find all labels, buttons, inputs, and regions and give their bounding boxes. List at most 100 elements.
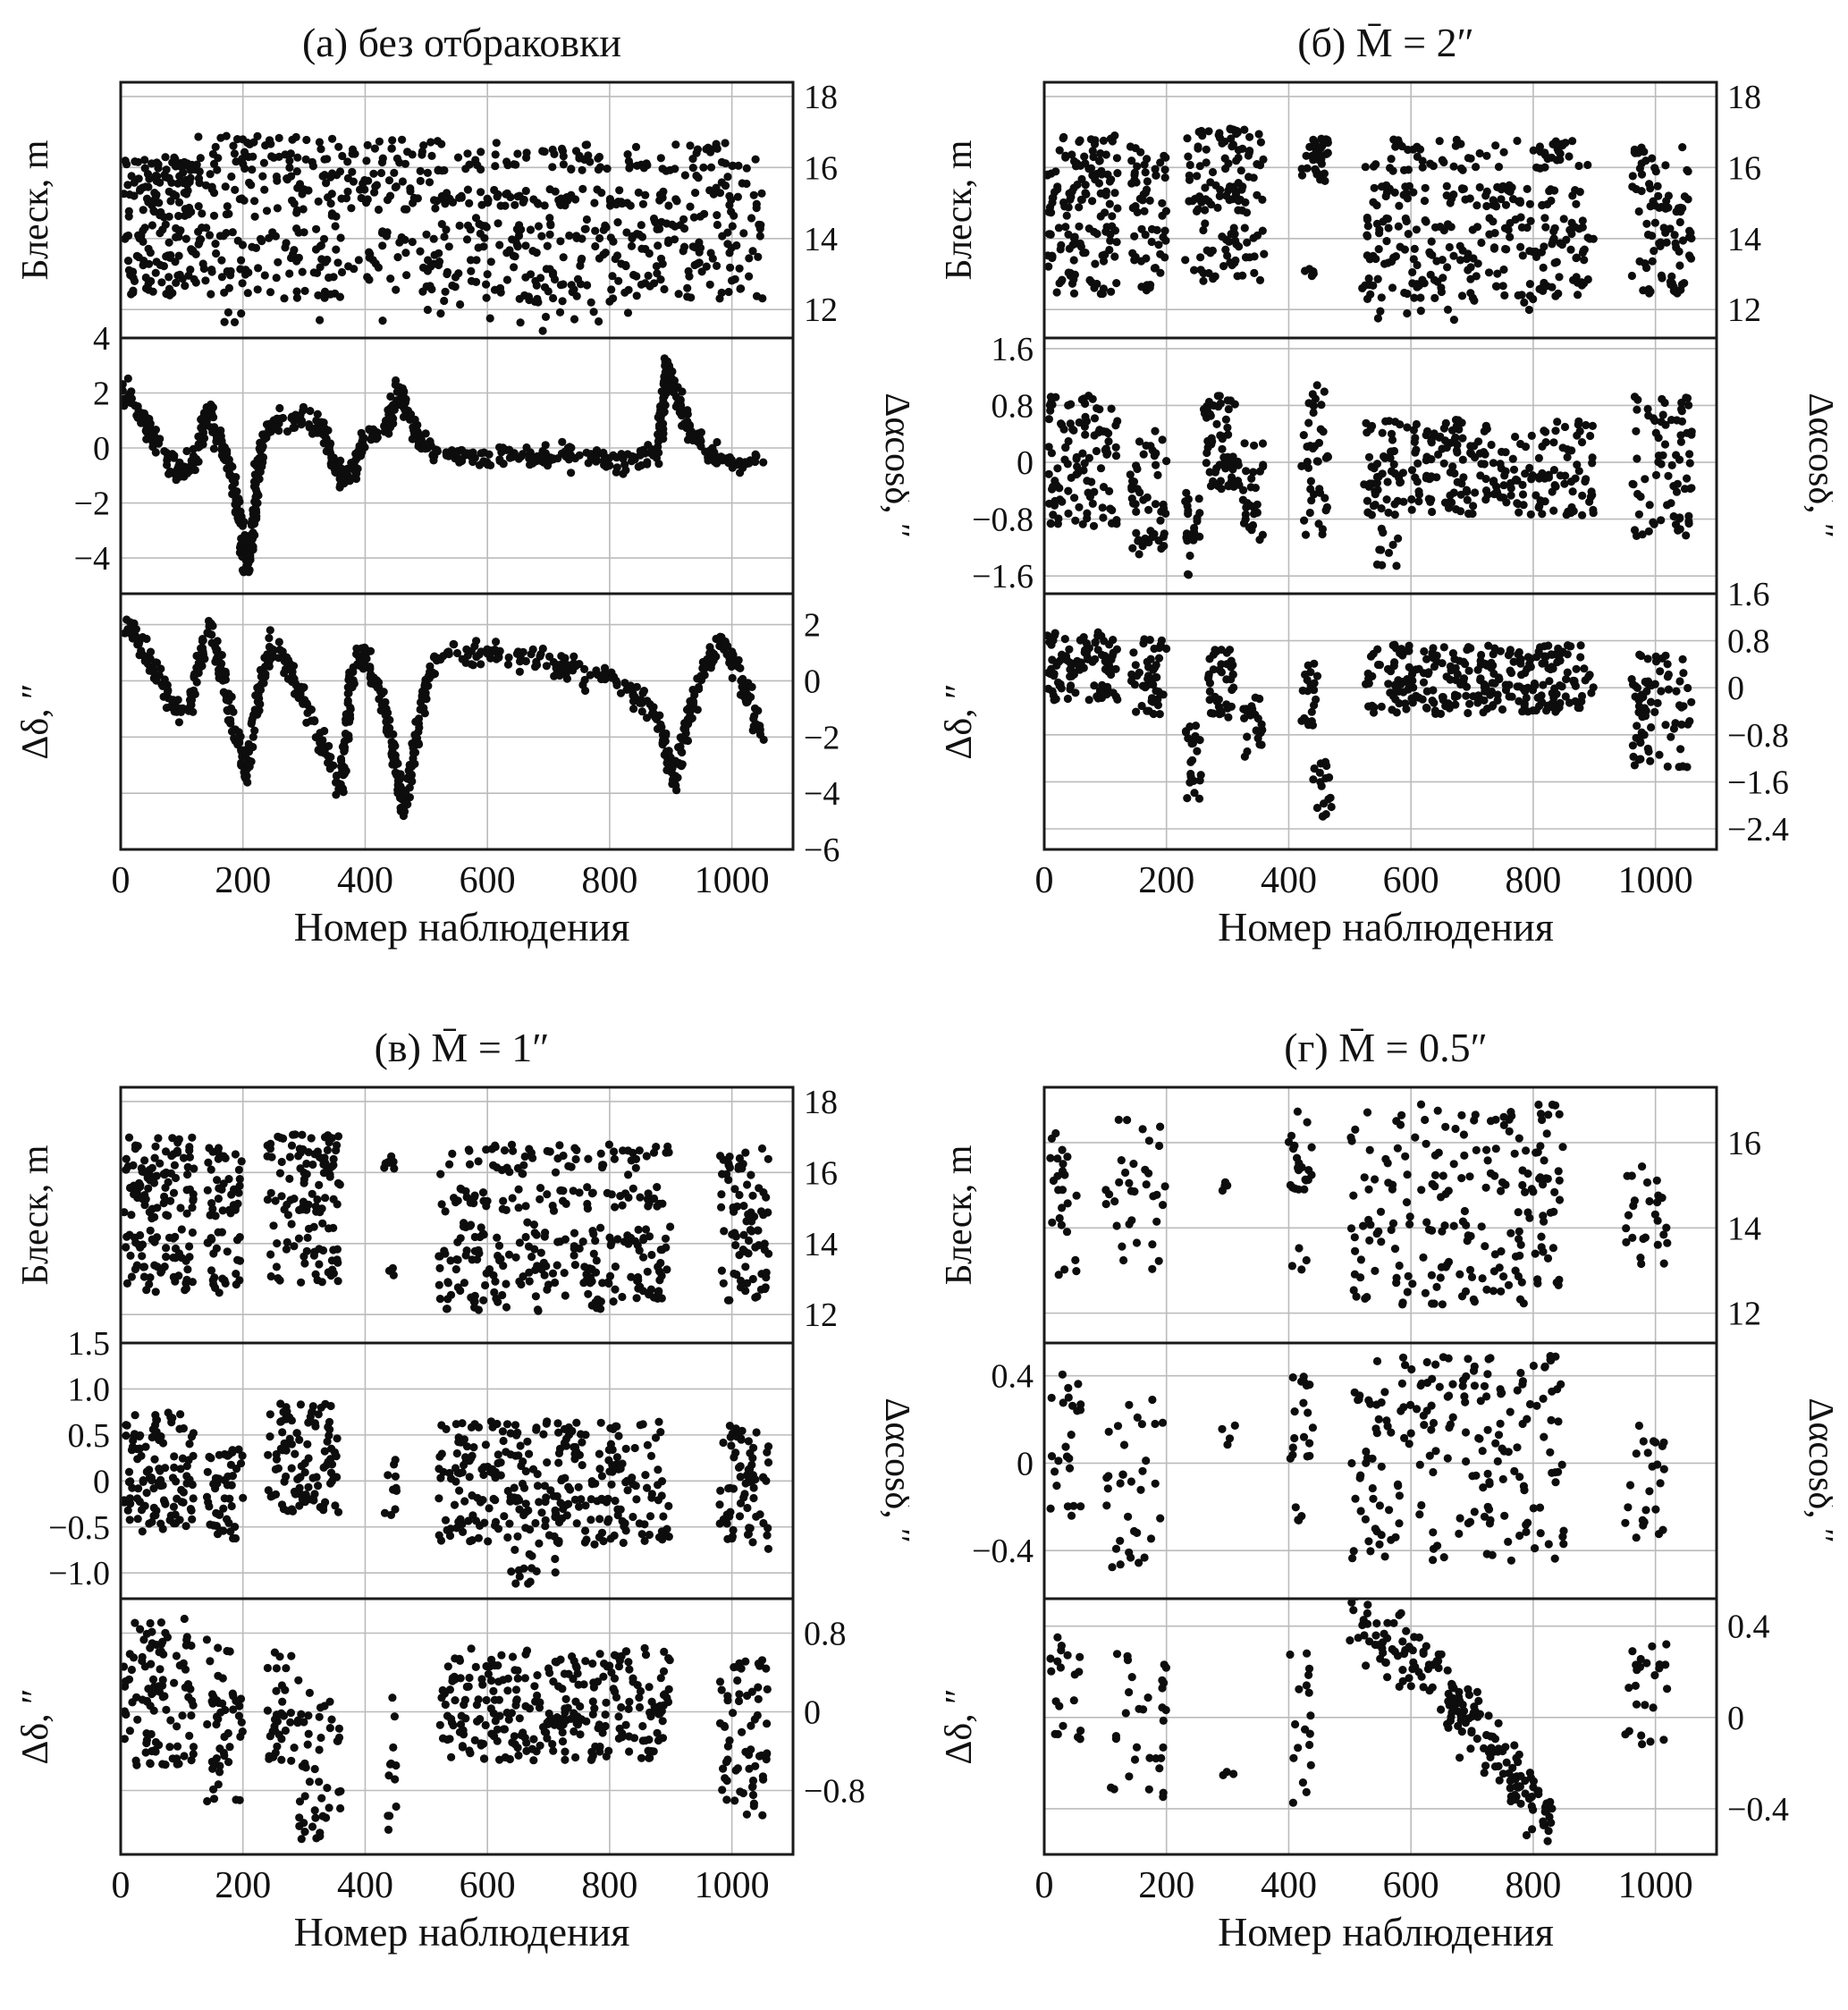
y-axis-label: Блеск, m (15, 139, 56, 280)
y-tick-label: −1.6 (1727, 764, 1789, 801)
x-tick-label: 0 (111, 860, 130, 901)
y-tick-label: 0 (804, 663, 821, 700)
x-tick-label: 400 (1261, 1865, 1317, 1906)
x-tick-label: 1000 (694, 1865, 769, 1906)
y-tick-label: 0 (1017, 444, 1034, 482)
panel-g-plot: 16 14 12 Блеск, m 0.4 0 −0.4 Δαcosδ, ″ 0.4 0 −0.4 Δ… (939, 1085, 1833, 1906)
x-tick-label: 1000 (1618, 1865, 1693, 1906)
x-tick-label: 600 (459, 1865, 515, 1906)
x-tick-label: 200 (215, 1865, 271, 1906)
y-tick-label: 0 (1727, 1700, 1744, 1737)
panel-g-x-axis-label: Номер наблюдения (1218, 1909, 1554, 1955)
panel-g-title: (г) M̄ = 0.5″ (1284, 1024, 1488, 1070)
panel-b-title: (б) M̄ = 2″ (1297, 19, 1474, 65)
subplot-1-points (120, 131, 766, 335)
y-tick-label: 12 (1727, 1296, 1761, 1333)
y-tick-label: −6 (804, 832, 840, 869)
x-tick-label: 400 (336, 860, 392, 901)
subplot-1-grid (120, 1087, 793, 1343)
y-tick-label: 12 (804, 1296, 838, 1334)
subplot-1-points (1044, 124, 1696, 325)
subplot-3-frame (1042, 1597, 1718, 1856)
y-tick-label: 14 (1727, 1210, 1761, 1247)
subplot-3-frame (1042, 592, 1718, 851)
y-axis-label: Δαcosδ, ″ (1801, 1398, 1833, 1543)
panel-b: (б) M̄ = 2″ 18 16 14 12 Блеск, m 1.6 0.8 0 −0.8 −… (924, 0, 1848, 1005)
y-tick-label: 0 (93, 1463, 110, 1500)
panel-a: (а) без отбраковки 18 16 14 12 Блеск, m 4 2 0 −2… (0, 0, 924, 1005)
x-tick-label: 400 (1261, 860, 1317, 901)
panel-v-x-axis-label: Номер наблюдения (293, 1909, 630, 1955)
y-tick-label: 4 (93, 320, 110, 358)
y-axis-label: Блеск, m (939, 139, 980, 280)
panel-b-plot: 18 16 14 12 Блеск, m 1.6 0.8 0 −0.8 −1.6 Δαcosδ, ″… (939, 79, 1833, 901)
y-axis-label: Блеск, m (15, 1144, 56, 1285)
subplot-3-frame (119, 1597, 794, 1856)
subplot-1-points (120, 1130, 772, 1315)
subplot-2-grid (120, 338, 793, 594)
y-tick-label: 16 (1727, 149, 1761, 187)
y-tick-label: −0.8 (1727, 717, 1789, 755)
subplot-2-points (120, 1399, 772, 1588)
x-tick-label: 1000 (1618, 860, 1693, 901)
panel-a-x-axis-label: Номер наблюдения (293, 904, 630, 950)
y-tick-label: 0 (1727, 670, 1744, 707)
y-tick-label: 1.6 (992, 331, 1034, 368)
y-axis-label: Блеск, m (939, 1144, 980, 1285)
y-tick-label: 0.8 (1727, 623, 1770, 661)
y-tick-label: 0 (804, 1694, 821, 1732)
y-axis-label: Δδ, ″ (15, 683, 56, 759)
subplot-1-points (1046, 1100, 1672, 1309)
x-tick-label: 0 (1035, 860, 1054, 901)
x-tick-label: 600 (1383, 860, 1439, 901)
y-tick-label: −4 (73, 540, 109, 578)
x-tick-label: 0 (1035, 1865, 1054, 1906)
subplot-3-points (1046, 1599, 1672, 1845)
y-tick-label: 2 (804, 607, 821, 645)
y-tick-label: −2 (73, 486, 109, 523)
y-tick-label: −2 (804, 719, 840, 756)
y-tick-label: 16 (1727, 1125, 1761, 1162)
subplot-2-grid (1044, 1343, 1717, 1599)
y-tick-label: −0.5 (48, 1509, 110, 1547)
y-tick-label: 0 (93, 430, 110, 468)
x-tick-label: 200 (215, 860, 271, 901)
subplot-2-points (120, 354, 767, 577)
y-tick-label: −2.4 (1727, 811, 1789, 849)
subplot-3-grid (120, 594, 793, 849)
y-tick-label: −0.8 (804, 1773, 865, 1811)
panel-a-plot: 18 16 14 12 Блеск, m 4 2 0 −2 −4 Δαcosδ, ″ 2 0 −2 −4 −6… (15, 79, 909, 901)
y-tick-label: 12 (804, 291, 838, 329)
y-tick-label: 1.0 (67, 1371, 110, 1408)
y-axis-label: Δαcosδ, ″ (877, 393, 909, 538)
x-tick-label: 600 (459, 860, 515, 901)
y-tick-label: −0.4 (972, 1533, 1034, 1570)
y-axis-label: Δαcosδ, ″ (877, 1398, 909, 1543)
subplot-3-grid (1044, 1599, 1717, 1854)
y-tick-label: 14 (804, 1226, 838, 1263)
x-tick-label: 0 (111, 1865, 130, 1906)
x-tick-label: 800 (1505, 860, 1561, 901)
panel-g: (г) M̄ = 0.5″ 16 14 12 Блеск, m 0.4 0 −0.4 Δαco… (924, 1005, 1848, 2010)
y-tick-label: 1.6 (1727, 576, 1770, 613)
subplot-3-frame (119, 592, 794, 851)
panel-v-plot: 18 16 14 12 Блеск, m 1.5 1.0 0.5 0 −0.5 −1.0 Δαcosδ… (15, 1084, 909, 1906)
x-tick-label: 1000 (694, 860, 769, 901)
y-axis-label: Δδ, ″ (939, 1688, 980, 1764)
y-tick-label: −0.8 (972, 502, 1034, 539)
y-axis-label: Δαcosδ, ″ (1801, 393, 1833, 538)
subplot-3-points (120, 1614, 772, 1844)
panel-a-title: (а) без отбраковки (301, 19, 622, 65)
y-tick-label: −1.6 (972, 558, 1034, 595)
y-tick-label: 0 (1017, 1445, 1034, 1482)
y-tick-label: −0.4 (1727, 1791, 1789, 1828)
subplot-2-points (1046, 1352, 1668, 1572)
y-tick-label: 18 (804, 79, 838, 116)
y-tick-label: 0.8 (992, 387, 1034, 425)
subplot-3-points (1044, 628, 1696, 821)
x-tick-label: 800 (581, 860, 637, 901)
y-tick-label: 0.8 (804, 1616, 847, 1653)
y-axis-label: Δδ, ″ (15, 1688, 56, 1764)
panel-b-x-axis-label: Номер наблюдения (1218, 904, 1554, 950)
